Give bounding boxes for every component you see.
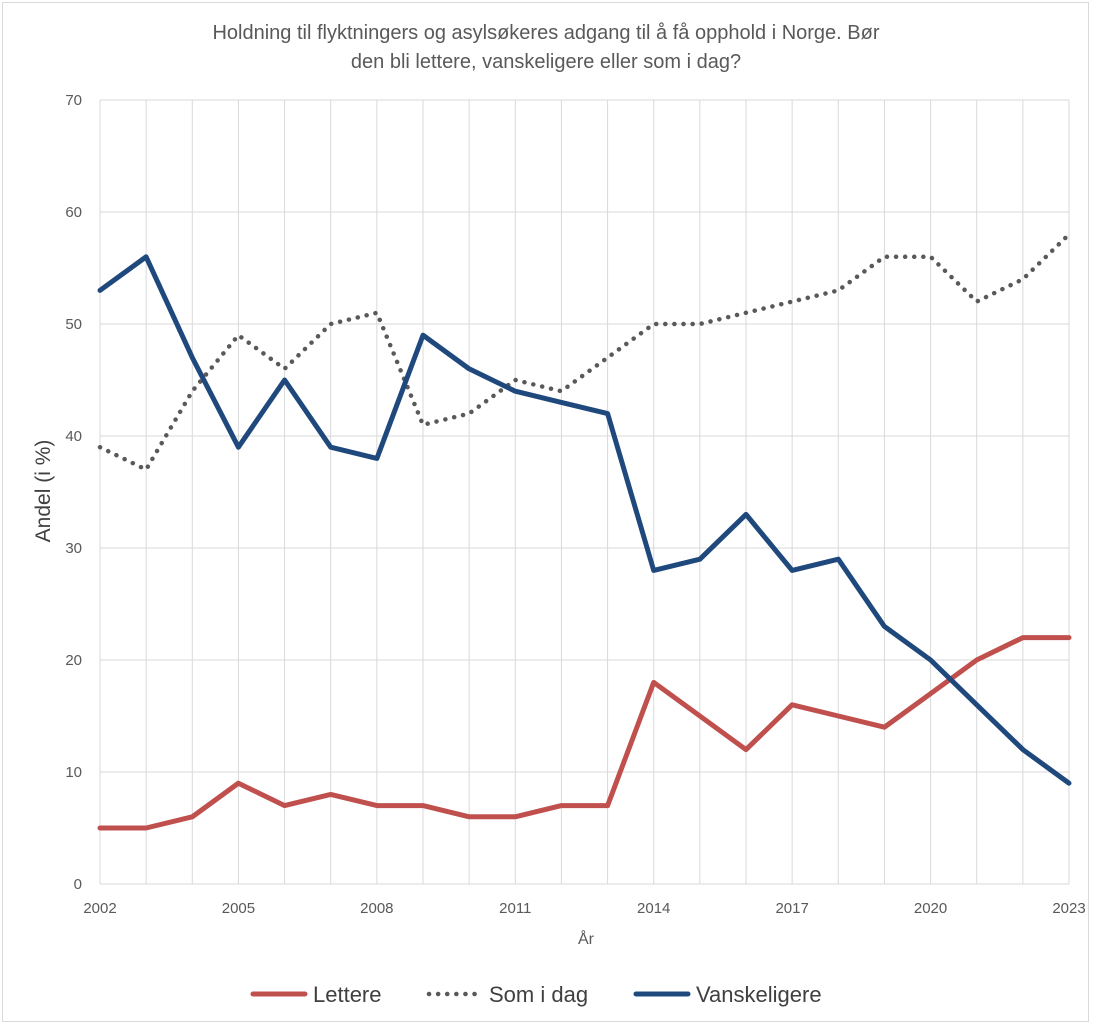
y-tick-label: 70 [65, 92, 82, 109]
gridlines [99, 99, 1070, 885]
x-tick-label: 2011 [499, 900, 531, 917]
chart-title: Holdning til flyktningers og asylsøkeres… [212, 22, 879, 73]
series-line-vanskeligere [97, 254, 1072, 786]
x-axis-title: År [578, 929, 595, 948]
y-tick-label: 50 [65, 316, 82, 333]
x-tick-label: 2023 [1052, 900, 1085, 917]
legend-label: Som i dag [489, 982, 588, 1007]
y-axis-title: Andel (i %) [32, 440, 55, 543]
y-tick-label: 60 [65, 204, 82, 221]
legend-label: Vanskeligere [696, 982, 822, 1007]
y-axis-ticks: 0 10 20 30 40 50 60 70 [65, 92, 82, 893]
legend: Lettere Som i dag Vanskeligere [250, 982, 822, 1007]
y-tick-label: 0 [74, 876, 82, 893]
legend-label: Lettere [313, 982, 382, 1007]
series-line-lettere [97, 635, 1072, 831]
x-tick-label: 2008 [360, 900, 393, 917]
x-tick-label: 2005 [222, 900, 255, 917]
x-tick-label: 2002 [83, 900, 116, 917]
series-lines [97, 232, 1072, 831]
y-tick-label: 30 [65, 540, 82, 557]
x-tick-label: 2014 [637, 900, 670, 917]
x-tick-label: 2017 [775, 900, 808, 917]
chart-title-line-1: Holdning til flyktningers og asylsøkeres… [212, 22, 879, 44]
x-axis-ticks: 2002 2005 2008 2011 2014 2017 2020 2023 [83, 900, 1085, 917]
y-tick-label: 40 [65, 428, 82, 445]
x-tick-label: 2020 [914, 900, 947, 917]
y-tick-label: 10 [65, 764, 82, 781]
y-tick-label: 20 [65, 652, 82, 669]
chart-title-line-2: den bli lettere, vanskeligere eller som … [351, 51, 741, 73]
